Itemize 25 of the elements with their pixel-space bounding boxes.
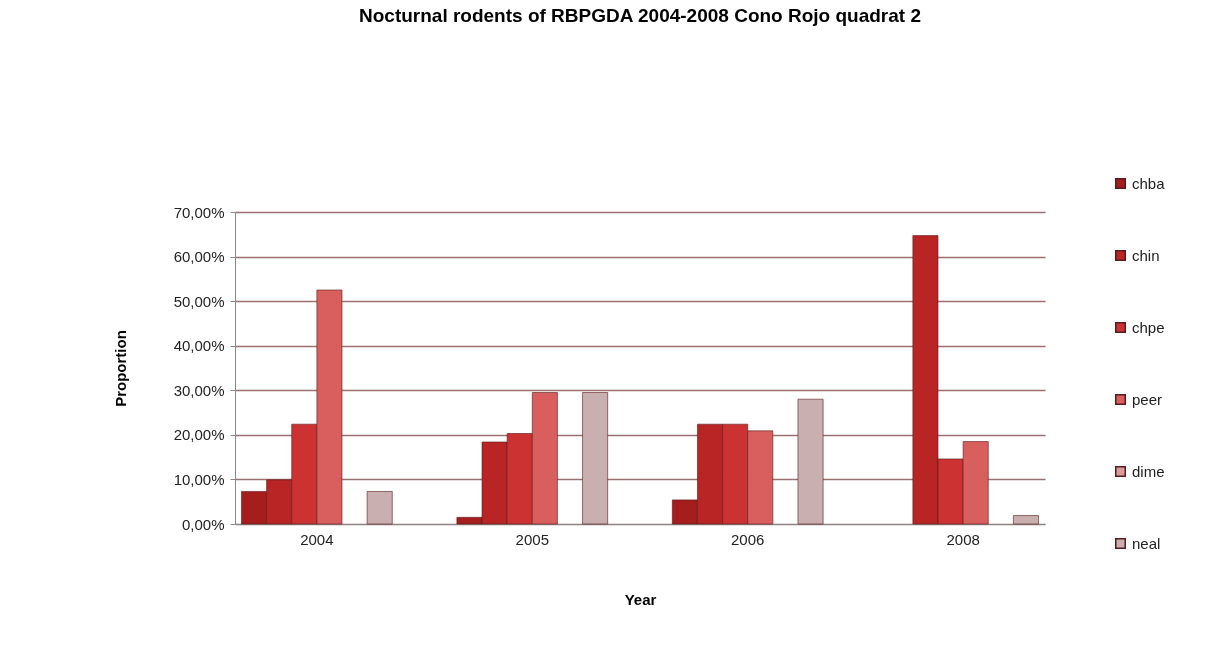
y-tick-label: 30,00% [173, 381, 225, 399]
legend-label: chin [1132, 246, 1160, 264]
x-tick-label: 2004 [300, 530, 334, 548]
chart-title: Nocturnal rodents of RBPGDA 2004-2008 Cono Rojo quadrat 2 [359, 5, 921, 26]
y-tick-label: 50,00% [173, 292, 225, 310]
legend-label: chba [1132, 174, 1166, 192]
bar [1013, 515, 1039, 525]
y-tick-label: 20,00% [173, 426, 225, 444]
x-tick-label: 2005 [515, 530, 549, 548]
legend-label: neal [1132, 534, 1161, 552]
legend-label: chpe [1132, 318, 1165, 336]
y-tick-label: 40,00% [173, 337, 225, 355]
y-tick-label: 10,00% [173, 470, 225, 488]
y-tick-label: 0,00% [181, 515, 225, 533]
bar [366, 491, 393, 525]
x-tick-label: 2008 [946, 530, 980, 548]
y-tick-label: 70,00% [173, 203, 225, 221]
legend-label: dime [1132, 462, 1165, 480]
x-axis-title: Year [624, 590, 657, 608]
bar [797, 398, 824, 525]
x-tick-label: 2006 [731, 530, 765, 548]
y-axis-title: Proportion [111, 330, 129, 407]
bar [582, 392, 608, 525]
legend-label: peer [1132, 390, 1163, 408]
y-tick-label: 60,00% [173, 248, 225, 266]
